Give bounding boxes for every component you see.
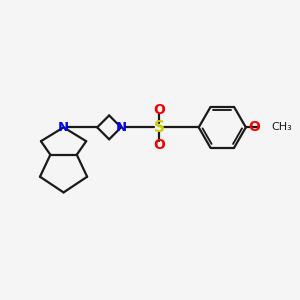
Text: N: N xyxy=(116,121,127,134)
Text: O: O xyxy=(154,103,165,117)
Text: CH₃: CH₃ xyxy=(271,122,292,132)
Text: O: O xyxy=(249,120,261,134)
Text: S: S xyxy=(154,120,165,135)
Text: N: N xyxy=(58,121,69,134)
Text: O: O xyxy=(154,138,165,152)
